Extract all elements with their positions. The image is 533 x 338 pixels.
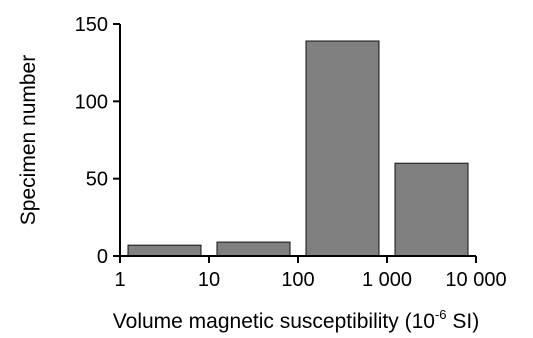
y-tick-label-3: 150 (75, 14, 108, 36)
x-tick-label-3: 1 000 (362, 269, 412, 291)
x-axis-title-suffix: SI) (447, 310, 480, 333)
ticks-layer: 0 50 100 150 1 10 100 1 000 10 000 (75, 14, 507, 291)
x-axis-title: Volume magnetic susceptibility (10-6 SI) (113, 307, 479, 333)
bar-1 (216, 241, 291, 257)
x-tick-label-1: 10 (198, 269, 220, 291)
x-axis-title-main: Volume magnetic susceptibility (10 (113, 310, 435, 333)
bar-0 (127, 244, 202, 257)
bars-layer (127, 40, 469, 257)
bar-2 (305, 40, 380, 257)
y-tick-label-1: 50 (86, 169, 108, 191)
x-tick-label-2: 100 (281, 269, 314, 291)
y-axis-title: Specimen number (17, 55, 40, 225)
bar-3 (394, 162, 469, 257)
x-tick-label-4: 10 000 (445, 269, 506, 291)
x-tick-label-0: 1 (114, 269, 125, 291)
y-tick-label-2: 100 (75, 91, 108, 113)
y-tick-label-0: 0 (97, 246, 108, 268)
x-axis-title-superscript: -6 (435, 307, 447, 322)
